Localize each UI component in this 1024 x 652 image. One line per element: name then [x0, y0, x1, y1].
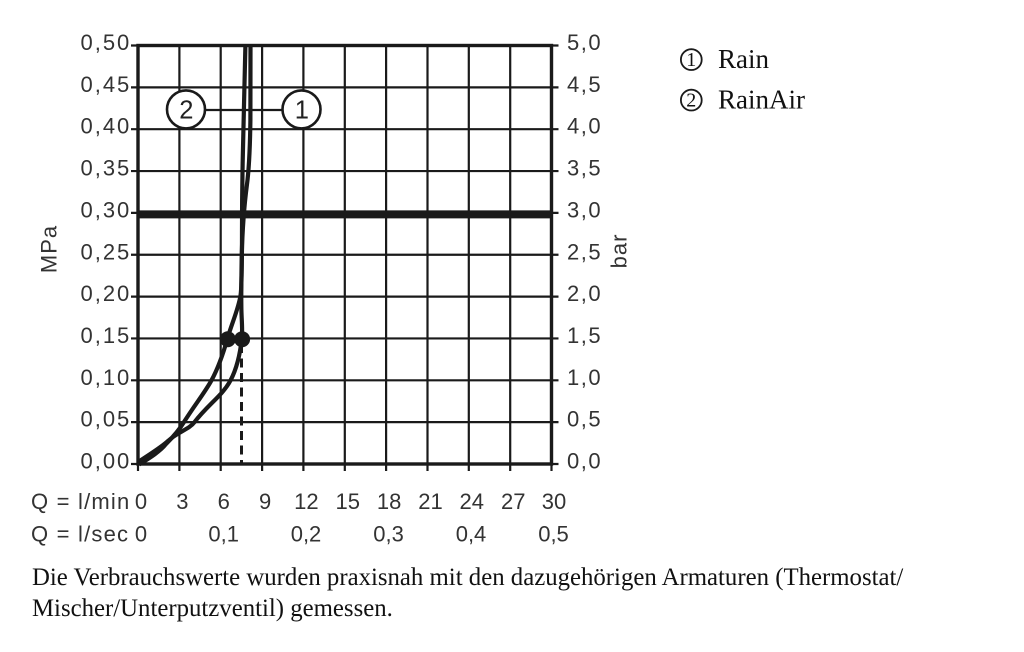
svg-text:0,35: 0,35	[80, 156, 131, 181]
svg-text:15: 15	[336, 489, 360, 514]
svg-text:2: 2	[686, 90, 696, 112]
svg-text:2,5: 2,5	[567, 239, 602, 264]
svg-text:0,15: 0,15	[80, 323, 131, 348]
svg-text:6: 6	[218, 489, 230, 514]
svg-text:18: 18	[377, 489, 401, 514]
svg-text:bar: bar	[607, 234, 632, 269]
svg-text:0,25: 0,25	[80, 239, 131, 264]
svg-text:0,40: 0,40	[80, 114, 131, 139]
svg-text:12: 12	[294, 489, 318, 514]
svg-text:0,45: 0,45	[80, 72, 131, 97]
svg-text:0,0: 0,0	[567, 449, 602, 474]
svg-text:0: 0	[135, 522, 147, 547]
svg-text:21: 21	[418, 489, 442, 514]
svg-text:1,0: 1,0	[567, 365, 602, 390]
svg-text:0,05: 0,05	[80, 407, 131, 432]
svg-text:0,5: 0,5	[538, 522, 569, 547]
svg-text:27: 27	[501, 489, 525, 514]
svg-text:0,00: 0,00	[80, 449, 131, 474]
svg-text:1,5: 1,5	[567, 323, 602, 348]
svg-text:0,30: 0,30	[80, 197, 131, 222]
svg-text:2,0: 2,0	[567, 281, 602, 306]
svg-text:RainAir: RainAir	[718, 85, 805, 115]
svg-text:0,4: 0,4	[456, 522, 487, 547]
svg-text:5,0: 5,0	[567, 30, 602, 55]
svg-text:1: 1	[686, 49, 696, 71]
svg-text:30: 30	[542, 489, 566, 514]
svg-text:1: 1	[295, 97, 309, 125]
svg-text:Q = l/sec: Q = l/sec	[31, 522, 129, 547]
svg-text:0,50: 0,50	[80, 30, 131, 55]
svg-text:4,5: 4,5	[567, 72, 602, 97]
svg-text:Rain: Rain	[718, 44, 769, 74]
svg-text:MPa: MPa	[37, 225, 62, 273]
svg-text:3: 3	[176, 489, 188, 514]
svg-text:4,0: 4,0	[567, 114, 602, 139]
svg-text:0,3: 0,3	[373, 522, 404, 547]
svg-text:Q = l/min: Q = l/min	[31, 489, 130, 514]
svg-text:3,5: 3,5	[567, 156, 602, 181]
svg-text:0,20: 0,20	[80, 281, 131, 306]
svg-text:2: 2	[179, 97, 193, 125]
svg-text:0,2: 0,2	[291, 522, 322, 547]
svg-text:9: 9	[259, 489, 271, 514]
svg-text:3,0: 3,0	[567, 197, 602, 222]
svg-text:0,10: 0,10	[80, 365, 131, 390]
svg-text:0: 0	[135, 489, 147, 514]
svg-text:0,5: 0,5	[567, 407, 602, 432]
svg-text:24: 24	[460, 489, 484, 514]
svg-text:0,1: 0,1	[208, 522, 239, 547]
